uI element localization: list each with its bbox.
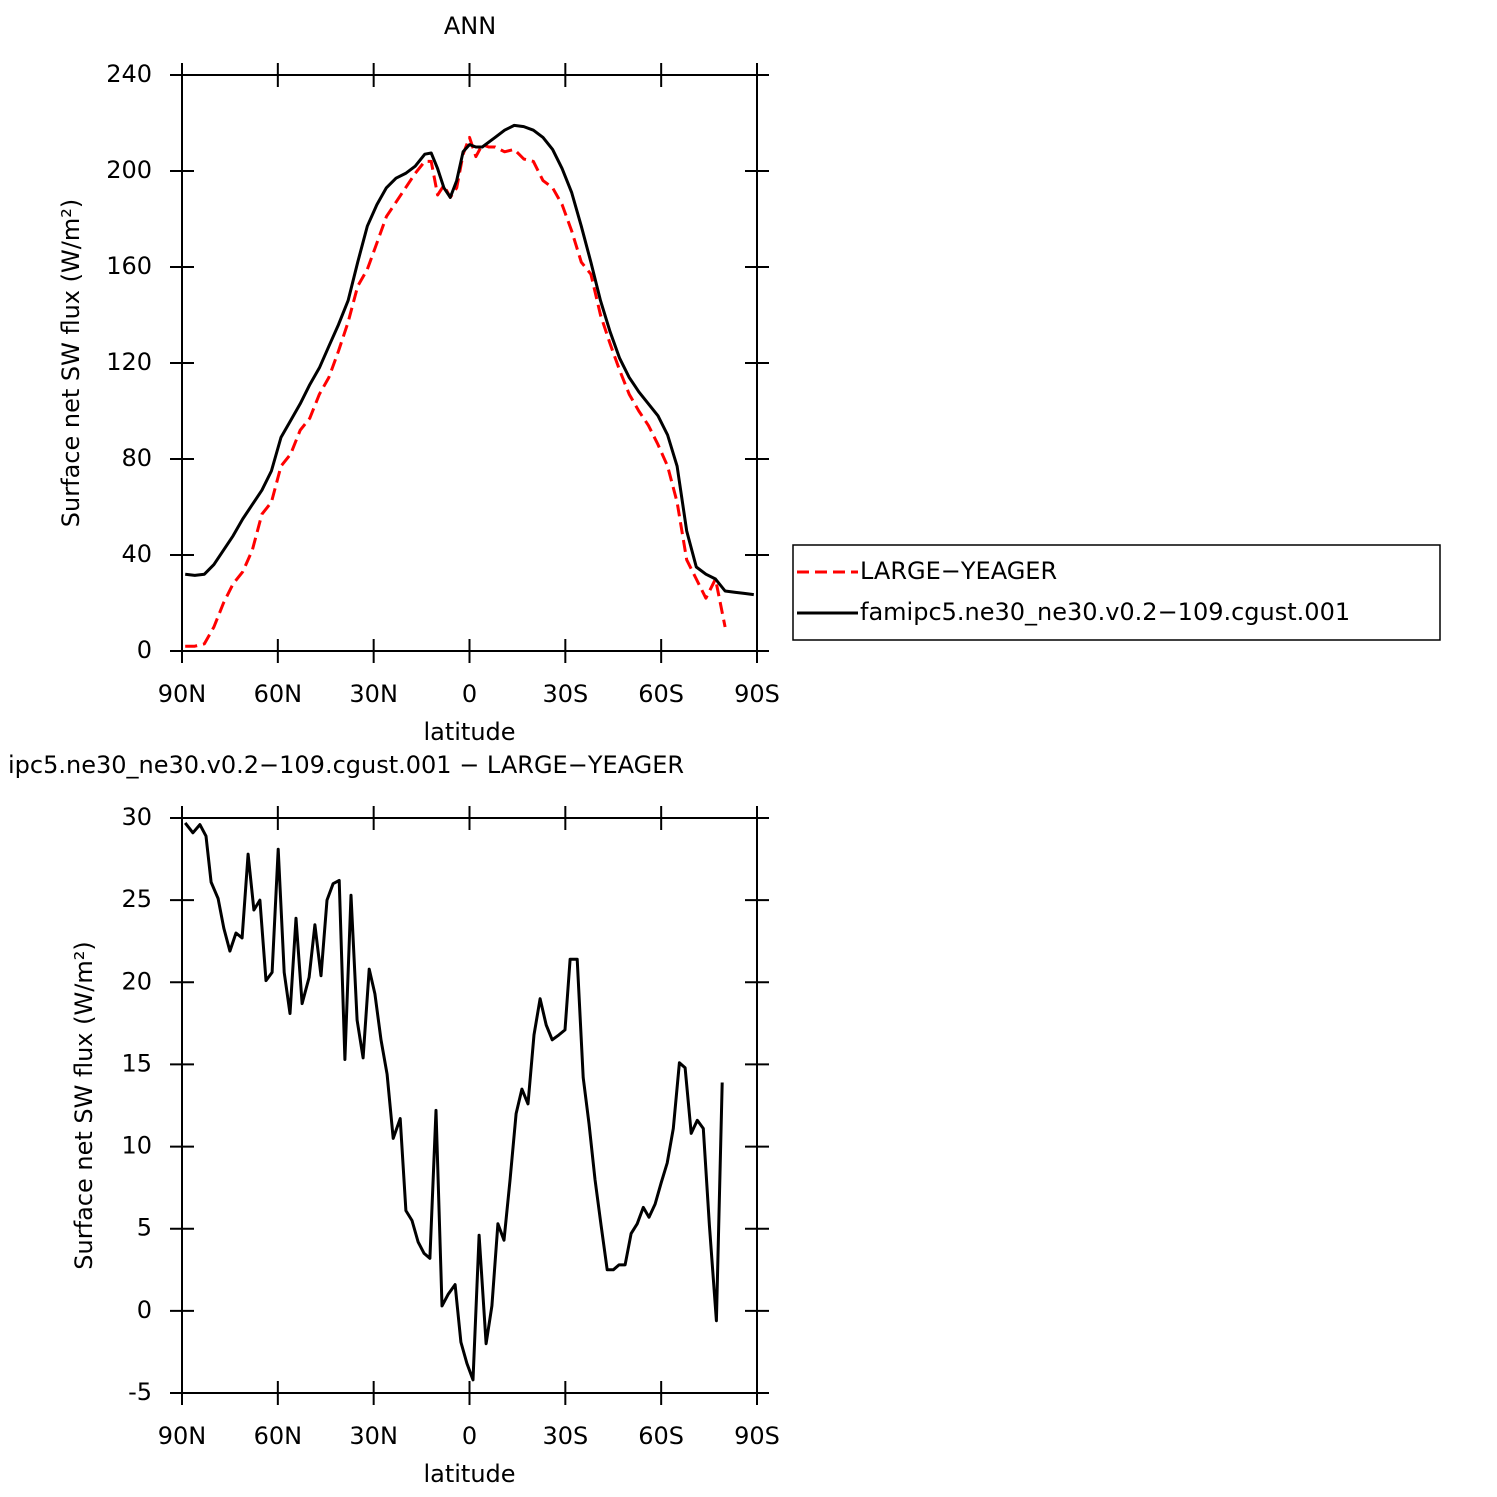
x-tick-label: 30S: [542, 1422, 588, 1450]
legend-label: famipc5.ne30_ne30.v0.2−109.cgust.001: [860, 598, 1350, 626]
x-tick-label: 90S: [734, 1422, 780, 1450]
x-tick-label: 0: [462, 680, 477, 708]
y-tick-label: 200: [106, 156, 152, 184]
legend-box: [792, 544, 1441, 641]
y-tick-label: 25: [121, 885, 152, 913]
series-line: [185, 123, 754, 597]
plot-frame: [181, 74, 758, 652]
legend-label: LARGE−YEAGER: [860, 557, 1057, 585]
chart-title: ANN: [444, 12, 496, 40]
y-tick-label: 0: [137, 1296, 152, 1324]
y-tick-label: 20: [121, 967, 152, 995]
y-tick-label: 5: [137, 1214, 152, 1242]
y-axis-label: Surface net SW flux (W/m²): [57, 199, 85, 527]
x-tick-label: 90S: [734, 680, 780, 708]
y-axis-label: Surface net SW flux (W/m²): [70, 941, 98, 1269]
y-tick-label: 10: [121, 1132, 152, 1160]
x-tick-label: 30N: [349, 680, 398, 708]
panel: ipc5.ne30_ne30.v0.2−109.cgust.001 − LARG…: [8, 751, 780, 1488]
y-tick-label: 160: [106, 252, 152, 280]
legend: LARGE−YEAGER famipc5.ne30_ne30.v0.2−109.c…: [792, 544, 1441, 641]
y-tick-label: 15: [121, 1049, 152, 1077]
x-tick-label: 30S: [542, 680, 588, 708]
x-tick-label: 60N: [254, 1422, 303, 1450]
chart-title: ipc5.ne30_ne30.v0.2−109.cgust.001 − LARG…: [8, 751, 684, 779]
y-tick-label: 0: [137, 636, 152, 664]
x-tick-label: 60N: [254, 680, 303, 708]
x-axis-label: latitude: [423, 1460, 515, 1488]
y-tick-label: 30: [121, 803, 152, 831]
y-tick-label: -5: [128, 1378, 152, 1406]
x-axis-label: latitude: [423, 718, 515, 746]
panel: ANN latitude Surface net SW flux (W/m²) 0 40…: [57, 12, 1441, 746]
series-line: [184, 821, 724, 1382]
x-tick-label: 0: [462, 1422, 477, 1450]
x-tick-label: 60S: [638, 680, 684, 708]
x-tick-label: 60S: [638, 1422, 684, 1450]
y-tick-label: 240: [106, 60, 152, 88]
y-tick-label: 80: [121, 444, 152, 472]
y-tick-label: 120: [106, 348, 152, 376]
x-tick-label: 90N: [158, 680, 207, 708]
plot-frame: [181, 817, 758, 1394]
y-tick-label: 40: [121, 540, 152, 568]
series-line: [185, 135, 727, 648]
x-tick-label: 90N: [158, 1422, 207, 1450]
x-tick-label: 30N: [349, 1422, 398, 1450]
